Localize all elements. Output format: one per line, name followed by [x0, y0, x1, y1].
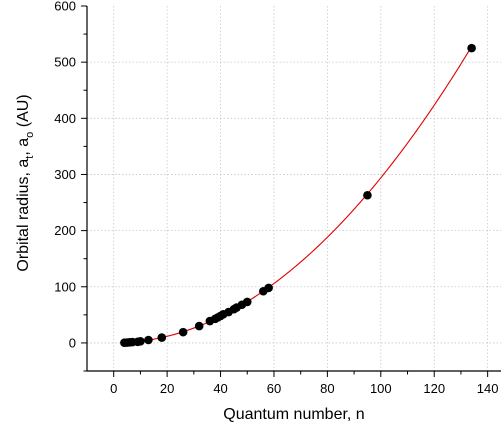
x-tick-label: 40: [213, 381, 227, 396]
x-axis-title: Quantum number, n: [223, 406, 364, 423]
y-tick-labels: 0 100 200 300 400 500 600: [54, 0, 76, 350]
data-points: [120, 43, 476, 347]
y-axis-title-units: (AU): [15, 94, 32, 131]
fit-curve: [124, 46, 473, 344]
y-tick-label: 600: [54, 0, 76, 14]
data-point: [242, 297, 252, 307]
data-point: [264, 283, 273, 293]
x-tick-label: 80: [320, 381, 334, 396]
axes: [81, 5, 501, 377]
x-tick-label: 140: [477, 381, 499, 396]
y-tick-label: 100: [54, 279, 76, 294]
data-point: [157, 333, 167, 342]
fit-line: [124, 46, 473, 344]
y-tick-label: 200: [54, 223, 76, 238]
y-axis-title: Orbital radius, at, ao (AU): [15, 94, 36, 271]
x-tick-label: 100: [370, 381, 392, 396]
x-tick-label: 120: [423, 381, 445, 396]
data-point: [194, 321, 204, 331]
data-point: [363, 190, 372, 200]
data-point: [178, 327, 188, 337]
data-point: [144, 335, 153, 345]
y-tick-label: 0: [69, 335, 76, 350]
y-tick-label: 500: [54, 55, 76, 70]
x-tick-labels: 0 20 40 60 80 100 120 140: [110, 381, 498, 396]
x-tick-label: 0: [110, 381, 117, 396]
y-axis-title-sep: , a: [15, 138, 32, 156]
y-axis-title-sub-o: o: [24, 132, 36, 138]
y-tick-label: 300: [54, 167, 76, 182]
y-axis-title-main: Orbital radius, a: [15, 159, 32, 272]
data-point: [136, 337, 145, 346]
x-tick-label: 60: [267, 381, 281, 396]
y-axis-title-sub-t: t: [24, 156, 36, 159]
y-tick-label: 400: [54, 111, 76, 126]
x-tick-label: 20: [160, 381, 174, 396]
grid-lines: [87, 6, 501, 371]
data-point: [467, 43, 476, 53]
